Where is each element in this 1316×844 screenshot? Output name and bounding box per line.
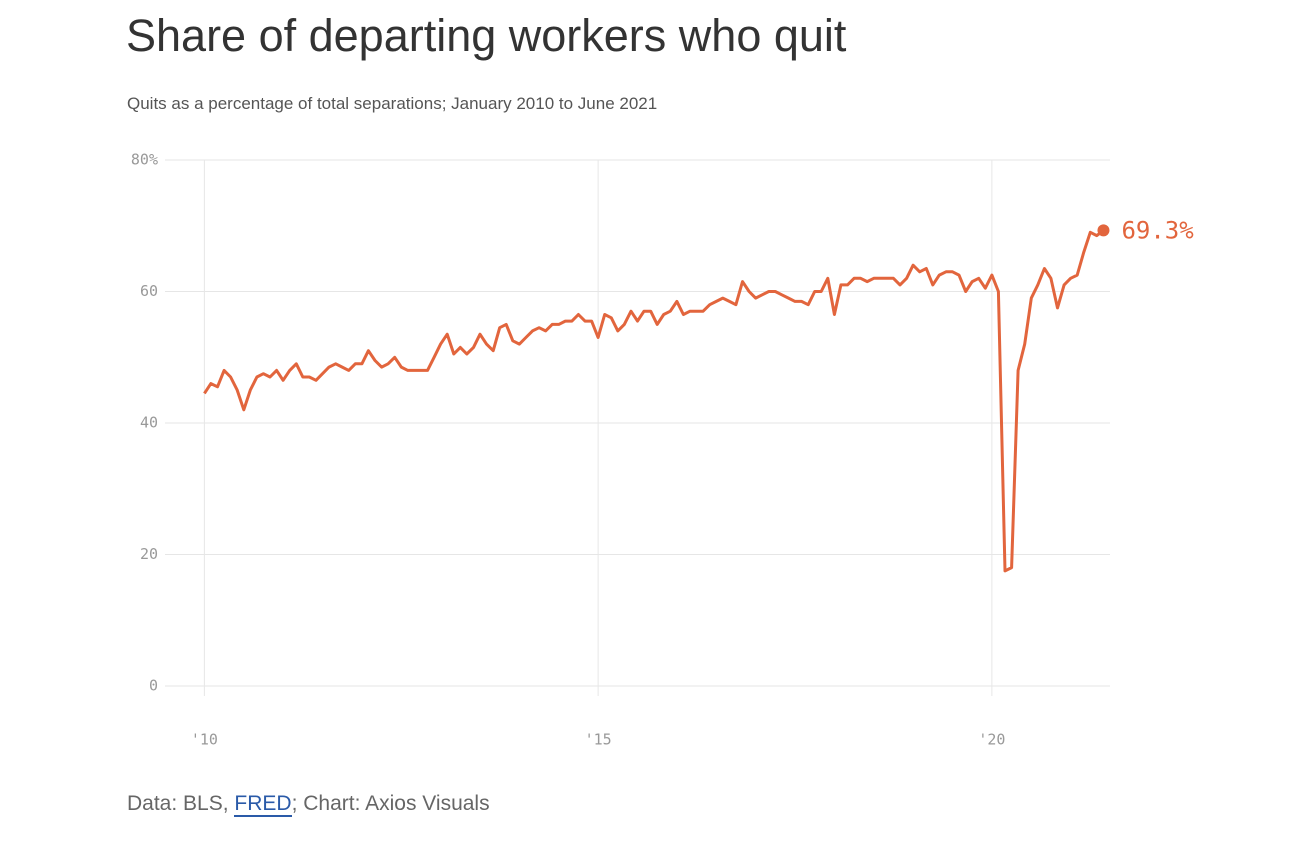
last-value-label: 69.3%: [1121, 216, 1194, 244]
y-tick-label: 80%: [131, 151, 158, 169]
y-tick-label: 40: [140, 414, 158, 432]
chart: 0 20 40 60 80% '10 '15 '20 69.3%: [131, 151, 1194, 749]
data-line: [203, 229, 1105, 573]
chart-subtitle: Quits as a percentage of total separatio…: [127, 94, 658, 113]
chart-title: Share of departing workers who quit: [126, 10, 847, 61]
y-tick-label: 60: [140, 282, 158, 300]
y-tick-label: 20: [140, 545, 158, 563]
last-point: [1097, 224, 1110, 237]
source-note: Data: BLS, FRED; Chart: Axios Visuals: [127, 792, 490, 817]
x-tick-label: '20: [978, 731, 1005, 749]
x-tick-label: '10: [191, 731, 218, 749]
source-suffix: ; Chart: Axios Visuals: [291, 792, 490, 815]
source-link[interactable]: FRED: [234, 792, 292, 817]
source-prefix: Data: BLS,: [127, 792, 235, 815]
x-tick-label: '15: [585, 731, 612, 749]
y-tick-label: 0: [149, 677, 158, 695]
